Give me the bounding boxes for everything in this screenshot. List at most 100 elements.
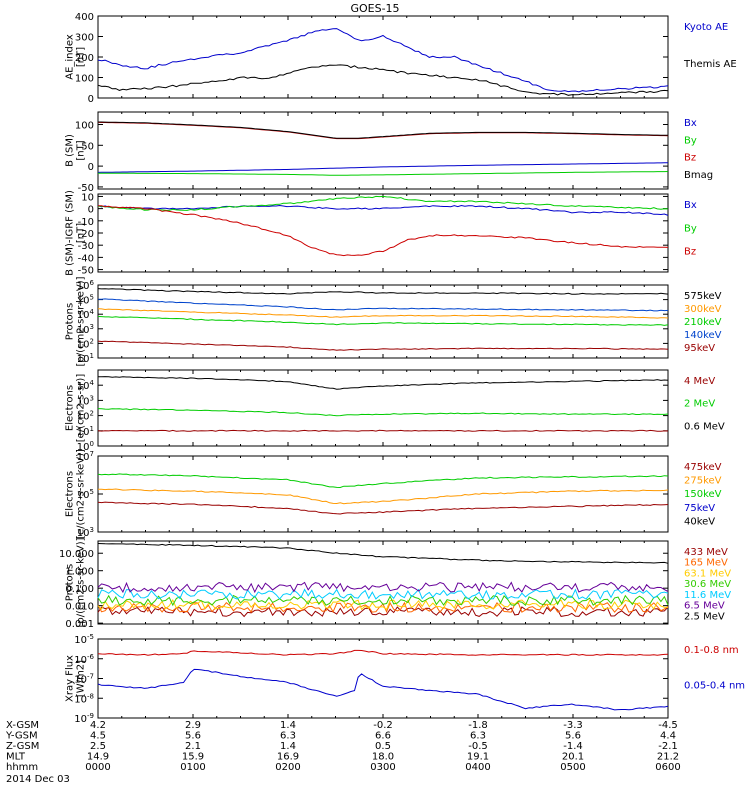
ephemeris-value: 4.4 xyxy=(660,731,676,742)
y-tick-label: 102 xyxy=(77,410,94,423)
y-tick-label: 10.000 xyxy=(59,549,94,560)
plot-frame xyxy=(97,15,669,99)
ephemeris-table: X-GSM 4.2 2.9 1.4 -0.2 -1.8 -3.3 -4.5 Y-GSM 4.5 5.… xyxy=(5,720,681,785)
legend-75kev: 75keV xyxy=(684,503,715,514)
legend-2-mev: 2 MeV xyxy=(684,399,715,410)
ephemeris-label: Z-GSM xyxy=(6,741,39,752)
panel-3: -50 -40-30-20-100 10 B (SM)-IGRF (SM) [nT] Bx… xyxy=(65,190,697,277)
series-line-275kev xyxy=(98,488,669,505)
legend-40kev: 40keV xyxy=(684,516,715,527)
series-line-4-mev xyxy=(97,429,669,432)
series-line-2-mev xyxy=(97,408,669,417)
ephemeris-value: 1.4 xyxy=(280,741,296,752)
legend-themis-ae: Themis AE xyxy=(683,59,737,70)
ephemeris-value: 20.1 xyxy=(562,752,584,763)
ephemeris-value: 14.9 xyxy=(87,752,109,763)
legend-433-mev: 433 MeV xyxy=(684,547,728,558)
legend-63-1-mev: 63.1 MeV xyxy=(684,568,731,579)
y-axis-label: [nT] xyxy=(76,140,87,160)
y-axis-label: [nT] xyxy=(76,223,87,243)
y-tick-label: 0 xyxy=(88,162,94,173)
legend-by: By xyxy=(684,135,697,146)
series-line-11-6-mev xyxy=(97,588,669,600)
plot-frame xyxy=(97,455,669,533)
plot-frame xyxy=(97,111,669,190)
ephemeris-value: 2.9 xyxy=(185,720,201,731)
y-tick-label: -40 xyxy=(78,253,94,264)
y-axis-label: Xray Flux xyxy=(65,655,76,702)
series-line-6-5-mev xyxy=(97,581,669,594)
series-line-63-1-mev xyxy=(97,599,669,611)
ephemeris-value: -2.1 xyxy=(658,741,678,752)
y-tick-label: 0.010 xyxy=(65,602,94,613)
ephemeris-value: -1.8 xyxy=(468,720,488,731)
legend-4-mev: 4 MeV xyxy=(684,376,715,387)
legend-575kev: 575keV xyxy=(684,291,722,302)
panel-8: 10-9 10-8 10-7 10-6 10-5 Xray Flux [W/m2] 0.1-0… xyxy=(65,633,746,725)
panel-7: 0.001 0.010 0.100 1.000 10.000 Protons [p/(cm2… xyxy=(59,537,731,630)
y-tick-label: 10-6 xyxy=(74,653,94,666)
ephemeris-value: 0300 xyxy=(370,762,395,773)
ephemeris-value: 5.6 xyxy=(185,731,201,742)
series-line-433-mev xyxy=(97,606,669,618)
y-axis-label: B (SM) xyxy=(65,134,76,167)
series-line-bx xyxy=(97,162,668,173)
series-line-bz xyxy=(98,205,669,257)
y-tick-label: 10-9 xyxy=(74,712,94,725)
y-axis-label: Protons xyxy=(65,564,76,601)
series-line-bmag xyxy=(98,121,669,139)
y-axis-label: Electrons xyxy=(65,385,76,431)
legend-0-1-0-8-nm: 0.1-0.8 nm xyxy=(684,645,739,656)
y-tick-label: 106 xyxy=(77,279,95,292)
ephemeris-label: Y-GSM xyxy=(5,731,38,742)
y-tick-label: 102 xyxy=(77,337,94,350)
y-tick-label: 103 xyxy=(77,323,94,336)
ephemeris-value: -1.4 xyxy=(563,741,583,752)
ephemeris-value: -3.3 xyxy=(563,720,583,731)
y-tick-label: 105 xyxy=(77,294,94,307)
ephemeris-label: X-GSM xyxy=(6,720,39,731)
ephemeris-value: 2.5 xyxy=(90,741,106,752)
ephemeris-value: 0000 xyxy=(85,762,110,773)
y-axis-label: [W/m2] xyxy=(76,660,87,697)
y-axis-label: B (SM)-IGRF (SM) xyxy=(65,190,76,276)
ephemeris-value: 5.6 xyxy=(565,731,581,742)
legend-165-mev: 165 MeV xyxy=(684,558,728,569)
series-line-by xyxy=(98,171,669,176)
series-line-0-1-0-8-nm xyxy=(97,649,669,656)
y-tick-label: -50 xyxy=(78,266,94,277)
y-tick-label: -30 xyxy=(78,241,94,252)
legend-95kev: 95keV xyxy=(684,343,715,354)
y-tick-label: 300 xyxy=(75,33,94,44)
ephemeris-value: 0400 xyxy=(465,762,490,773)
ephemeris-value: -0.5 xyxy=(468,741,488,752)
y-axis-label: Electrons xyxy=(65,471,76,517)
legend-bx: Bx xyxy=(684,118,697,129)
y-axis-label: [p/(cm2-s-sr-keV)] xyxy=(76,537,87,627)
legend-11-6-mev: 11.6 MeV xyxy=(684,590,731,601)
y-tick-label: 10-7 xyxy=(74,673,94,686)
series-line-0-05-0-4-nm xyxy=(97,668,669,711)
y-tick-label: 0 xyxy=(88,205,94,216)
legend-300kev: 300keV xyxy=(684,304,722,315)
y-tick-label: 50 xyxy=(81,141,94,152)
series-line-2-5-mev xyxy=(97,543,669,564)
ephemeris-value: 4.2 xyxy=(90,720,106,731)
ephemeris-value: 0500 xyxy=(560,762,585,773)
y-tick-label: 10-8 xyxy=(74,692,94,705)
legend-275kev: 275keV xyxy=(684,476,722,487)
series-line-bx xyxy=(97,204,669,216)
ephemeris-value: 0.5 xyxy=(375,741,391,752)
legend-30-6-mev: 30.6 MeV xyxy=(684,579,731,590)
ephemeris-value: 6.3 xyxy=(470,731,486,742)
y-tick-label: 104 xyxy=(77,308,95,321)
y-tick-label: 200 xyxy=(75,53,94,64)
series-line-210kev xyxy=(97,316,669,326)
y-tick-label: 100 xyxy=(75,120,94,131)
ephemeris-value: 15.9 xyxy=(182,752,204,763)
legend-150kev: 150keV xyxy=(684,489,722,500)
